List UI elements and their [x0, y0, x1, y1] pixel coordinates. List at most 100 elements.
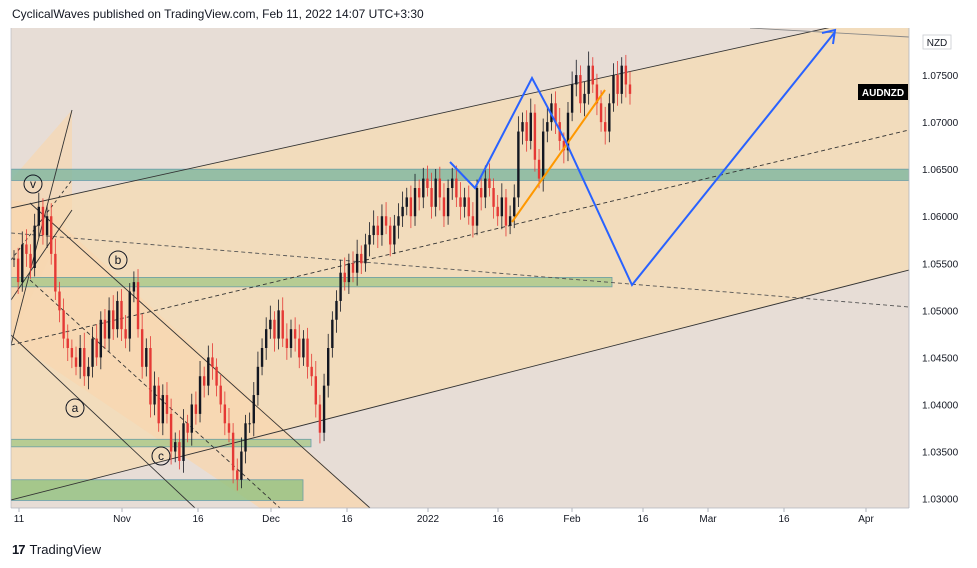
candle-body	[554, 103, 557, 123]
candle-body	[389, 225, 392, 245]
x-tick-label: 16	[637, 514, 649, 525]
candle-body	[355, 253, 359, 273]
candle-body	[178, 442, 181, 461]
candle-body	[471, 216, 475, 226]
candle-body	[335, 300, 338, 320]
candle-body	[202, 376, 206, 386]
wave-label-a-circle	[65, 398, 85, 418]
candle-body	[236, 470, 239, 480]
candle-body	[293, 329, 297, 339]
candle-body	[54, 253, 57, 292]
descending-upper-line	[29, 202, 371, 508]
candle-body	[475, 188, 479, 226]
wedge-line-2	[11, 179, 73, 261]
candle-body	[360, 253, 363, 264]
candle-body	[281, 310, 284, 339]
candle-body	[612, 75, 615, 104]
candle-body	[120, 300, 123, 330]
candle-body	[364, 244, 367, 264]
candle-body	[376, 225, 380, 236]
candle-body	[463, 197, 466, 207]
candle-body	[298, 338, 301, 358]
candle-body	[186, 423, 189, 433]
x-tick-label: 16	[778, 514, 790, 525]
y-tick-label: 1.07500	[922, 71, 959, 82]
blue-arrow-head	[821, 28, 837, 45]
candle-body	[347, 263, 351, 283]
candle-body	[21, 244, 24, 283]
candle-body	[372, 225, 375, 236]
candle-body	[442, 197, 446, 217]
candle-body	[310, 366, 313, 377]
wedge-line-3	[11, 209, 73, 301]
candle-body	[521, 122, 524, 132]
candle-body	[244, 423, 247, 452]
candle-body	[74, 357, 78, 367]
candle-body	[599, 103, 603, 123]
x-tick-label: 16	[192, 514, 204, 525]
candle-body	[252, 395, 255, 424]
candle-body	[207, 357, 210, 386]
x-tick-label: 16	[341, 514, 353, 525]
y-tick-label: 1.05000	[922, 306, 959, 317]
wave-label-b-circle	[108, 250, 128, 270]
candle-body	[430, 188, 433, 207]
blue-projection-path	[449, 31, 836, 287]
candle-body	[240, 451, 243, 480]
wave-label-v: v	[30, 177, 36, 191]
candle-body	[116, 300, 119, 330]
candle-body	[256, 366, 260, 396]
candle-body	[306, 338, 309, 367]
candle-body	[459, 197, 462, 207]
candle-body	[50, 216, 53, 254]
candle-body	[277, 310, 280, 339]
candle-body	[500, 197, 504, 217]
candle-body	[190, 404, 193, 433]
candle-body	[322, 385, 326, 433]
candle-body	[566, 112, 570, 151]
candle-body	[273, 319, 276, 339]
descending-lower-line	[11, 334, 196, 508]
candle-body	[525, 122, 528, 141]
candle-body	[66, 338, 69, 348]
candle-body	[616, 75, 619, 94]
support-zone	[11, 277, 613, 288]
candle-body	[455, 178, 458, 198]
candle-body	[628, 84, 632, 94]
candle-body	[41, 206, 45, 236]
wave-label-c: c	[158, 449, 164, 463]
y-tick-label: 1.04000	[922, 400, 959, 411]
candle-body	[302, 338, 305, 358]
candle-body	[413, 188, 417, 217]
candle-body	[78, 348, 82, 367]
candle-body	[513, 197, 516, 217]
support-zone	[11, 168, 909, 181]
candle-body	[132, 282, 136, 292]
candle-body	[380, 216, 384, 236]
candle-body	[211, 357, 214, 367]
candle-body	[314, 376, 317, 405]
x-tick-label: 11	[14, 514, 25, 525]
symbol-tag-bg	[858, 84, 908, 100]
candle-body	[529, 112, 532, 141]
candle-body	[583, 93, 586, 104]
candle-body	[517, 131, 520, 198]
x-tick-label: Feb	[563, 514, 581, 525]
orange-trend-line	[511, 89, 606, 223]
candle-body	[587, 65, 590, 94]
candle-body	[70, 348, 74, 358]
candle-body	[504, 197, 508, 226]
candle-body	[541, 131, 545, 179]
candle-body	[174, 442, 177, 452]
horizontal-dashed-line	[11, 232, 909, 308]
candle-body	[153, 385, 156, 405]
currency-box	[922, 34, 952, 50]
candle-body	[479, 188, 483, 198]
publish-header: CyclicalWaves published on TradingView.c…	[12, 7, 424, 21]
candle-body	[575, 75, 578, 85]
x-tick-label: 2022	[417, 514, 440, 525]
candle-body	[331, 319, 334, 348]
candle-body	[401, 206, 404, 217]
ascending-channel-fill	[11, 28, 909, 500]
candle-body	[107, 310, 111, 339]
